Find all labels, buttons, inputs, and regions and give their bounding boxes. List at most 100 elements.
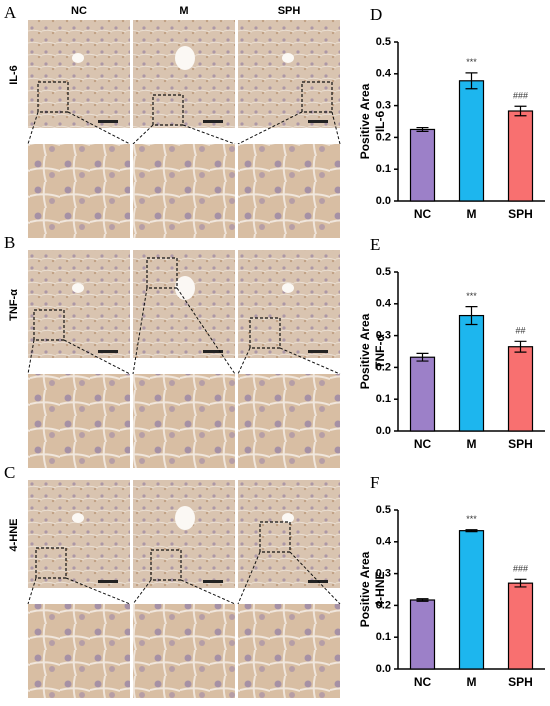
x-tick-label: SPH [508, 437, 533, 451]
zoom-line [237, 111, 303, 145]
scale-bar [203, 350, 223, 353]
scale-bar [308, 350, 328, 353]
error-bar [514, 340, 527, 353]
significance: ## [515, 326, 525, 336]
vessel [282, 53, 294, 63]
micrograph [28, 250, 130, 358]
zoom-line [63, 339, 131, 375]
y-tick-label: 0.5 [376, 504, 391, 516]
magnified-micrograph [28, 604, 130, 698]
scale-bar [98, 580, 118, 583]
bar [458, 530, 485, 670]
y-axis-label: Positive Area [358, 551, 372, 627]
zoom-box [301, 81, 333, 113]
zoom-line [132, 124, 154, 145]
error-bar [465, 529, 478, 533]
significance: ### [513, 564, 528, 574]
y-tick-label: 0.4 [376, 298, 392, 310]
x-tick-label: M [467, 207, 477, 221]
y-axis-label: Positive Area [358, 83, 372, 159]
scale-bar [308, 120, 328, 123]
bar [458, 80, 485, 202]
row-label: TNF-α [8, 289, 20, 321]
error-bar [465, 306, 478, 326]
magnified-micrograph [238, 604, 340, 698]
zoom-box [37, 81, 69, 113]
micrograph [133, 480, 235, 588]
zoom-line [331, 111, 341, 145]
micrograph [238, 20, 340, 128]
zoom-box [259, 521, 291, 553]
x-tick-label: SPH [508, 207, 533, 221]
bar [409, 599, 436, 670]
micrograph [28, 20, 130, 128]
y-tick-label: 0.0 [376, 195, 391, 207]
column-label: SPH [278, 5, 301, 17]
significance: *** [466, 57, 477, 67]
bar [507, 110, 534, 202]
micrograph [28, 480, 130, 588]
y-tick-label: 0.2 [376, 131, 391, 143]
zoom-line [279, 347, 341, 375]
x-tick-label: NC [414, 437, 432, 451]
column-label: M [179, 5, 188, 17]
vessel [72, 513, 84, 523]
zoom-box [152, 94, 184, 126]
y-tick-label: 0.4 [376, 536, 392, 548]
error-bar [514, 578, 527, 588]
magnified-micrograph [28, 374, 130, 468]
zoom-line [67, 111, 131, 145]
micrograph [238, 250, 340, 358]
y-axis-label: IL-6 [373, 111, 387, 133]
y-tick-label: 0.0 [376, 663, 391, 675]
zoom-line [289, 551, 341, 605]
error-bar [416, 598, 429, 602]
significance: *** [466, 514, 477, 524]
y-tick-label: 0.3 [376, 568, 391, 580]
y-tick-label: 0.2 [376, 599, 391, 611]
zoom-box [146, 257, 178, 289]
significance: ### [513, 91, 528, 101]
zoom-line [27, 339, 35, 375]
vessel [175, 506, 195, 530]
magnified-micrograph [28, 144, 130, 238]
panel-label: E [370, 235, 380, 254]
zoom-line [132, 287, 148, 375]
magnified-micrograph [238, 144, 340, 238]
zoom-box [35, 547, 67, 579]
scale-bar [203, 580, 223, 583]
y-tick-label: 0.0 [376, 425, 391, 437]
zoom-line [182, 124, 236, 145]
y-tick-label: 0.5 [376, 266, 391, 278]
panel-label: B [4, 233, 15, 252]
zoom-line [176, 287, 236, 375]
magnified-micrograph [133, 144, 235, 238]
y-tick-label: 0.3 [376, 330, 391, 342]
error-bar [416, 352, 429, 362]
micrograph [133, 20, 235, 128]
scale-bar [98, 120, 118, 123]
panel-label: C [4, 463, 15, 482]
y-axis-label: Positive Area [358, 313, 372, 389]
zoom-line [65, 577, 131, 605]
bar [409, 356, 436, 432]
vessel [72, 53, 84, 63]
x-tick-label: M [467, 437, 477, 451]
y-tick-label: 0.1 [376, 393, 391, 405]
zoom-box [249, 317, 281, 349]
micrograph [238, 480, 340, 588]
error-bar [514, 105, 527, 117]
vessel [175, 46, 195, 70]
zoom-line [237, 551, 261, 605]
zoom-box [150, 549, 182, 581]
y-tick-label: 0.1 [376, 631, 391, 643]
scale-bar [98, 350, 118, 353]
y-tick-label: 0.5 [376, 36, 391, 48]
y-tick-label: 0.2 [376, 361, 391, 373]
magnified-micrograph [133, 374, 235, 468]
bar [507, 346, 534, 432]
zoom-box [33, 309, 65, 341]
magnified-micrograph [238, 374, 340, 468]
row-label: IL-6 [8, 65, 20, 85]
